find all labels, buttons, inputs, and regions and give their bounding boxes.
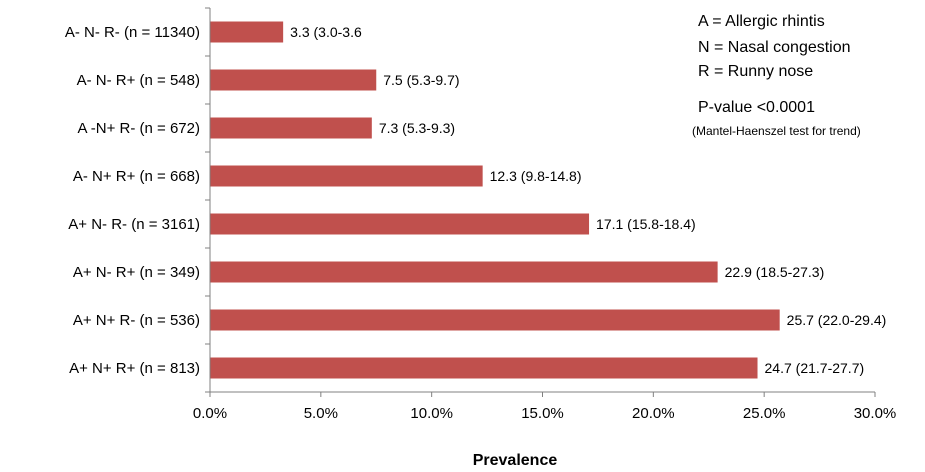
- x-tick-label: 10.0%: [410, 405, 453, 422]
- category-label-6: A+ N- R+ (n = 349): [73, 264, 200, 281]
- bar-7: [210, 309, 780, 331]
- x-tick-label: 5.0%: [304, 405, 338, 422]
- x-axis-title: Prevalence: [473, 452, 558, 469]
- category-label-7: A+ N+ R- (n = 536): [73, 312, 200, 329]
- bar-1: [210, 21, 284, 43]
- x-tick-label: 20.0%: [632, 405, 675, 422]
- bar-6: [210, 261, 718, 283]
- data-label-2: 7.5 (5.3-9.7): [383, 72, 459, 88]
- data-label-5: 17.1 (15.8-18.4): [596, 216, 696, 232]
- legend-line-runny-nose: R = Runny nose: [698, 63, 813, 80]
- data-label-8: 24.7 (21.7-27.7): [765, 360, 865, 376]
- bar-3: [210, 117, 372, 139]
- data-label-1: 3.3 (3.0-3.6: [290, 24, 362, 40]
- category-label-1: A- N- R- (n = 11340): [65, 24, 200, 41]
- category-label-3: A -N+ R- (n = 672): [77, 120, 200, 137]
- x-tick-label: 0.0%: [193, 405, 227, 422]
- data-label-3: 7.3 (5.3-9.3): [379, 120, 455, 136]
- data-label-6: 22.9 (18.5-27.3): [725, 264, 825, 280]
- bar-2: [210, 69, 377, 91]
- legend-annotation: A = Allergic rhintis N = Nasal congestio…: [692, 13, 861, 138]
- legend-line-nasal-congestion: N = Nasal congestion: [698, 39, 851, 56]
- legend-line-allergic-rhinitis: A = Allergic rhintis: [698, 13, 825, 30]
- data-label-7: 25.7 (22.0-29.4): [787, 312, 887, 328]
- x-tick-label: 25.0%: [743, 405, 786, 422]
- bar-5: [210, 213, 590, 235]
- data-label-4: 12.3 (9.8-14.8): [490, 168, 582, 184]
- category-label-2: A- N- R+ (n = 548): [77, 72, 200, 89]
- category-label-5: A+ N- R- (n = 3161): [68, 216, 200, 233]
- x-tick-label: 15.0%: [521, 405, 564, 422]
- bar-8: [210, 357, 758, 379]
- test-annotation: (Mantel-Haenszel test for trend): [692, 124, 861, 138]
- category-label-4: A- N+ R+ (n = 668): [73, 168, 200, 185]
- pvalue-annotation: P-value <0.0001: [698, 99, 815, 116]
- x-tick-label: 30.0%: [854, 405, 897, 422]
- bar-4: [210, 165, 483, 187]
- category-label-8: A+ N+ R+ (n = 813): [69, 360, 200, 377]
